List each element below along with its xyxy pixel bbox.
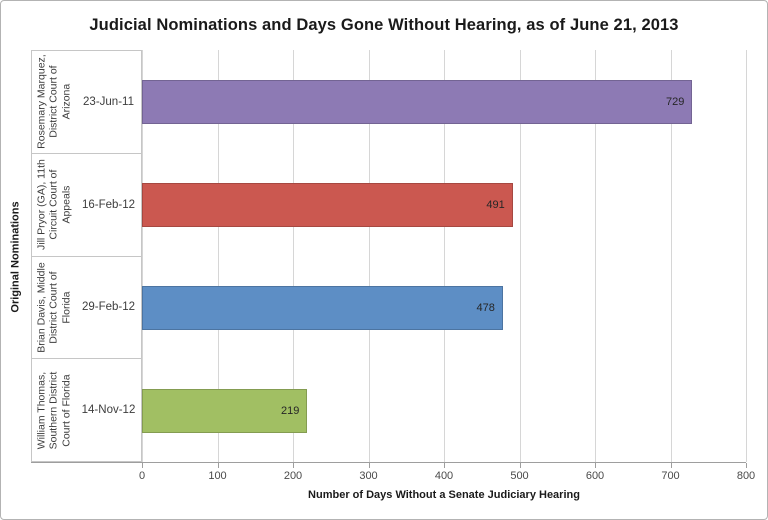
nominee-name: William Thomas, Southern District Court … — [35, 371, 73, 449]
tick-label-600: 600 — [585, 470, 605, 482]
y-axis-title: Original Nominations — [10, 200, 23, 313]
nominee-name: Brian Davis, Middle District Court of Fl… — [35, 262, 73, 353]
tick-label-200: 200 — [283, 470, 303, 482]
gridline-800 — [746, 50, 747, 462]
bar-row: 478 — [142, 256, 746, 359]
tick-mark-600 — [595, 463, 596, 468]
tick-mark-400 — [444, 463, 445, 468]
category-row: Brian Davis, Middle District Court of Fl… — [31, 255, 142, 360]
tick-label-500: 500 — [510, 470, 529, 482]
chart-body: Original Nominations Rosemary Marquez, D… — [1, 50, 767, 463]
chart-title: Judicial Nominations and Days Gone Witho… — [89, 16, 679, 34]
bar-brian-davis: 478 — [142, 285, 503, 330]
nominee-name-cell: Jill Pryor (GA), 11th Circuit Court of A… — [32, 154, 76, 256]
nominee-name-cell: Brian Davis, Middle District Court of Fl… — [32, 257, 76, 359]
bar-row: 219 — [142, 359, 746, 462]
category-row: Jill Pryor (GA), 11th Circuit Court of A… — [31, 152, 142, 257]
bar-jill-pryor: 491 — [142, 182, 513, 227]
gridline-500 — [519, 50, 521, 462]
gridline-400 — [444, 50, 445, 462]
tick-mark-700 — [670, 463, 672, 468]
right-margin — [746, 50, 767, 463]
tick-mark-800 — [746, 463, 747, 468]
nominee-name-cell: Rosemary Marquez, District Court of Ariz… — [32, 51, 76, 153]
bar-rosemary-marquez: 729 — [142, 79, 693, 124]
category-row: William Thomas, Southern District Court … — [31, 358, 142, 462]
tick-label-0: 0 — [138, 470, 146, 482]
tick-mark-300 — [368, 463, 370, 468]
tick-mark-200 — [293, 463, 294, 468]
bar-row: 491 — [142, 153, 746, 256]
plot-area: 729 491 478 219 — [142, 50, 747, 463]
bar-rows: 729 491 478 219 — [142, 50, 746, 462]
tick-mark-500 — [519, 463, 521, 468]
tick-label-100: 100 — [208, 470, 227, 482]
bar-row: 729 — [142, 50, 746, 153]
nomination-date: 14-Nov-12 — [81, 404, 136, 417]
bar-william-thomas: 219 — [142, 388, 308, 433]
tick-label-400: 400 — [434, 470, 454, 482]
tick-label-300: 300 — [359, 470, 378, 482]
gridline-200 — [293, 50, 294, 462]
nomination-date: 16-Feb-12 — [81, 198, 136, 211]
nominee-name-cell: William Thomas, Southern District Court … — [32, 359, 76, 461]
nomination-date: 29-Feb-12 — [81, 301, 136, 314]
nominee-name: Jill Pryor (GA), 11th Circuit Court of A… — [35, 159, 73, 251]
nominee-name: Rosemary Marquez, District Court of Ariz… — [35, 54, 73, 150]
gridline-600 — [595, 50, 596, 462]
tick-label-800: 800 — [736, 470, 756, 482]
gridline-700 — [670, 50, 672, 462]
x-axis: 0 100 200 300 400 500 600 700 800 — [138, 463, 755, 487]
category-row: Rosemary Marquez, District Court of Ariz… — [31, 50, 142, 154]
tick-mark-0 — [142, 463, 143, 468]
tick-mark-100 — [217, 463, 219, 468]
category-labels: Rosemary Marquez, District Court of Ariz… — [31, 50, 142, 463]
gridline-300 — [368, 50, 370, 462]
gridline-100 — [217, 50, 219, 462]
nomination-date: 23-Jun-11 — [83, 95, 134, 108]
y-axis-title-column: Original Nominations — [1, 50, 31, 463]
gridline-0 — [142, 50, 143, 462]
tick-label-700: 700 — [661, 470, 680, 482]
x-axis-title: Number of Days Without a Senate Judiciar… — [308, 489, 580, 501]
